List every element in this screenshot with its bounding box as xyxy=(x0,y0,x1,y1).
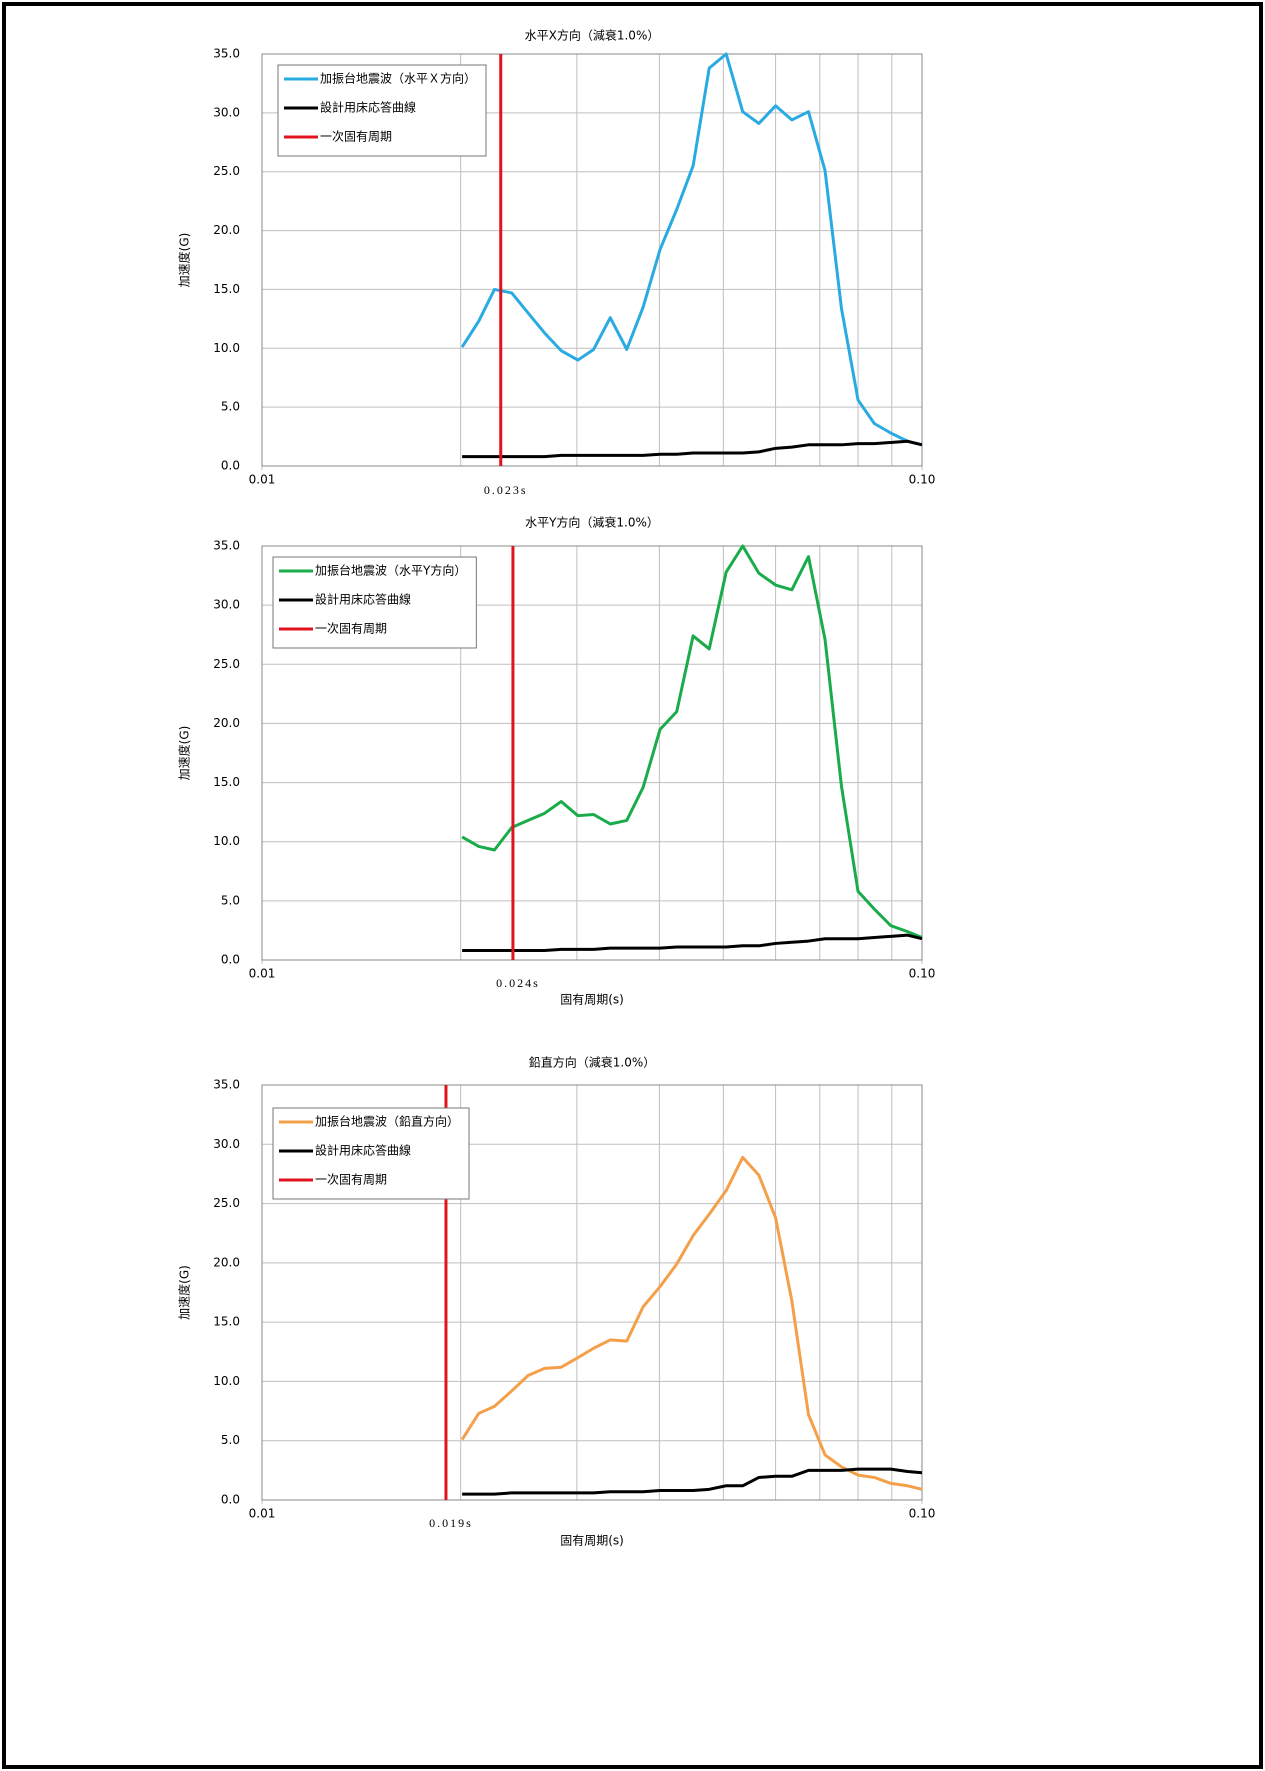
y-tick-label: 30.0 xyxy=(213,598,240,612)
x-tick-label: 0.01 xyxy=(249,473,276,487)
y-tick-label: 10.0 xyxy=(213,341,240,355)
chart-title: 水平Y方向（減衰1.0%） xyxy=(525,515,659,530)
plot-border xyxy=(261,545,923,961)
y-axis-label: 加速度(G) xyxy=(177,1265,192,1320)
plot-border xyxy=(261,1084,923,1501)
chart-title: 鉛直方向（減衰1.0%） xyxy=(529,1055,656,1070)
x-tick-label: 0.01 xyxy=(249,967,276,981)
plot-border xyxy=(261,53,923,467)
y-axis-label: 加速度(G) xyxy=(177,726,192,781)
data-line xyxy=(462,933,923,953)
legend-label: 設計用床応答曲線 xyxy=(315,1143,411,1158)
y-tick-label: 0.0 xyxy=(221,953,240,967)
legend-label: 加振台地震波（鉛直方向） xyxy=(315,1114,459,1129)
x-tick-label: 0.10 xyxy=(909,473,936,487)
natural-period-label: 0.024s xyxy=(496,976,540,990)
data-line xyxy=(461,544,923,939)
chart-title: 水平X方向（減衰1.0%） xyxy=(525,28,660,43)
x-tick-label: 0.10 xyxy=(909,967,936,981)
y-tick-label: 25.0 xyxy=(213,1196,240,1210)
x-tick-label: 0.01 xyxy=(249,1507,276,1521)
legend-label: 一次固有周期 xyxy=(315,622,387,636)
data-line xyxy=(462,439,923,459)
natural-period-label: 0.019s xyxy=(429,1516,473,1530)
legend-label: 一次固有周期 xyxy=(315,1173,387,1187)
x-axis-label: 固有周期(s) xyxy=(560,993,624,1007)
data-line xyxy=(460,1155,923,1491)
legend-label: 加振台地震波（水平Ｘ方向） xyxy=(320,71,476,86)
y-tick-label: 25.0 xyxy=(213,657,240,671)
y-tick-label: 35.0 xyxy=(213,539,240,553)
x-tick-label: 0.10 xyxy=(909,1507,936,1521)
y-tick-label: 15.0 xyxy=(213,282,240,296)
y-tick-label: 15.0 xyxy=(213,775,240,789)
y-tick-label: 35.0 xyxy=(213,47,240,61)
y-tick-label: 0.0 xyxy=(221,1493,240,1507)
y-tick-label: 5.0 xyxy=(221,893,240,907)
y-tick-label: 15.0 xyxy=(213,1315,240,1329)
y-tick-label: 5.0 xyxy=(221,400,240,414)
y-tick-label: 25.0 xyxy=(213,164,240,178)
y-tick-label: 20.0 xyxy=(213,716,240,730)
y-tick-label: 0.0 xyxy=(221,459,240,473)
y-tick-label: 30.0 xyxy=(213,105,240,119)
y-tick-label: 35.0 xyxy=(213,1078,240,1092)
legend-label: 加振台地震波（水平Y方向） xyxy=(315,563,466,578)
y-tick-label: 20.0 xyxy=(213,1255,240,1269)
natural-period-label: 0.023s xyxy=(484,483,528,497)
legend-label: 設計用床応答曲線 xyxy=(320,100,416,115)
legend-label: 一次固有周期 xyxy=(320,130,392,144)
legend-label: 設計用床応答曲線 xyxy=(315,592,411,607)
y-tick-label: 20.0 xyxy=(213,223,240,237)
y-tick-label: 5.0 xyxy=(221,1433,240,1447)
x-axis-label: 固有周期(s) xyxy=(560,1534,624,1548)
y-tick-label: 10.0 xyxy=(213,1374,240,1388)
y-axis-label: 加速度(G) xyxy=(177,233,192,288)
y-tick-label: 10.0 xyxy=(213,834,240,848)
y-tick-label: 30.0 xyxy=(213,1137,240,1151)
data-line xyxy=(460,52,923,447)
data-line xyxy=(462,1467,923,1496)
